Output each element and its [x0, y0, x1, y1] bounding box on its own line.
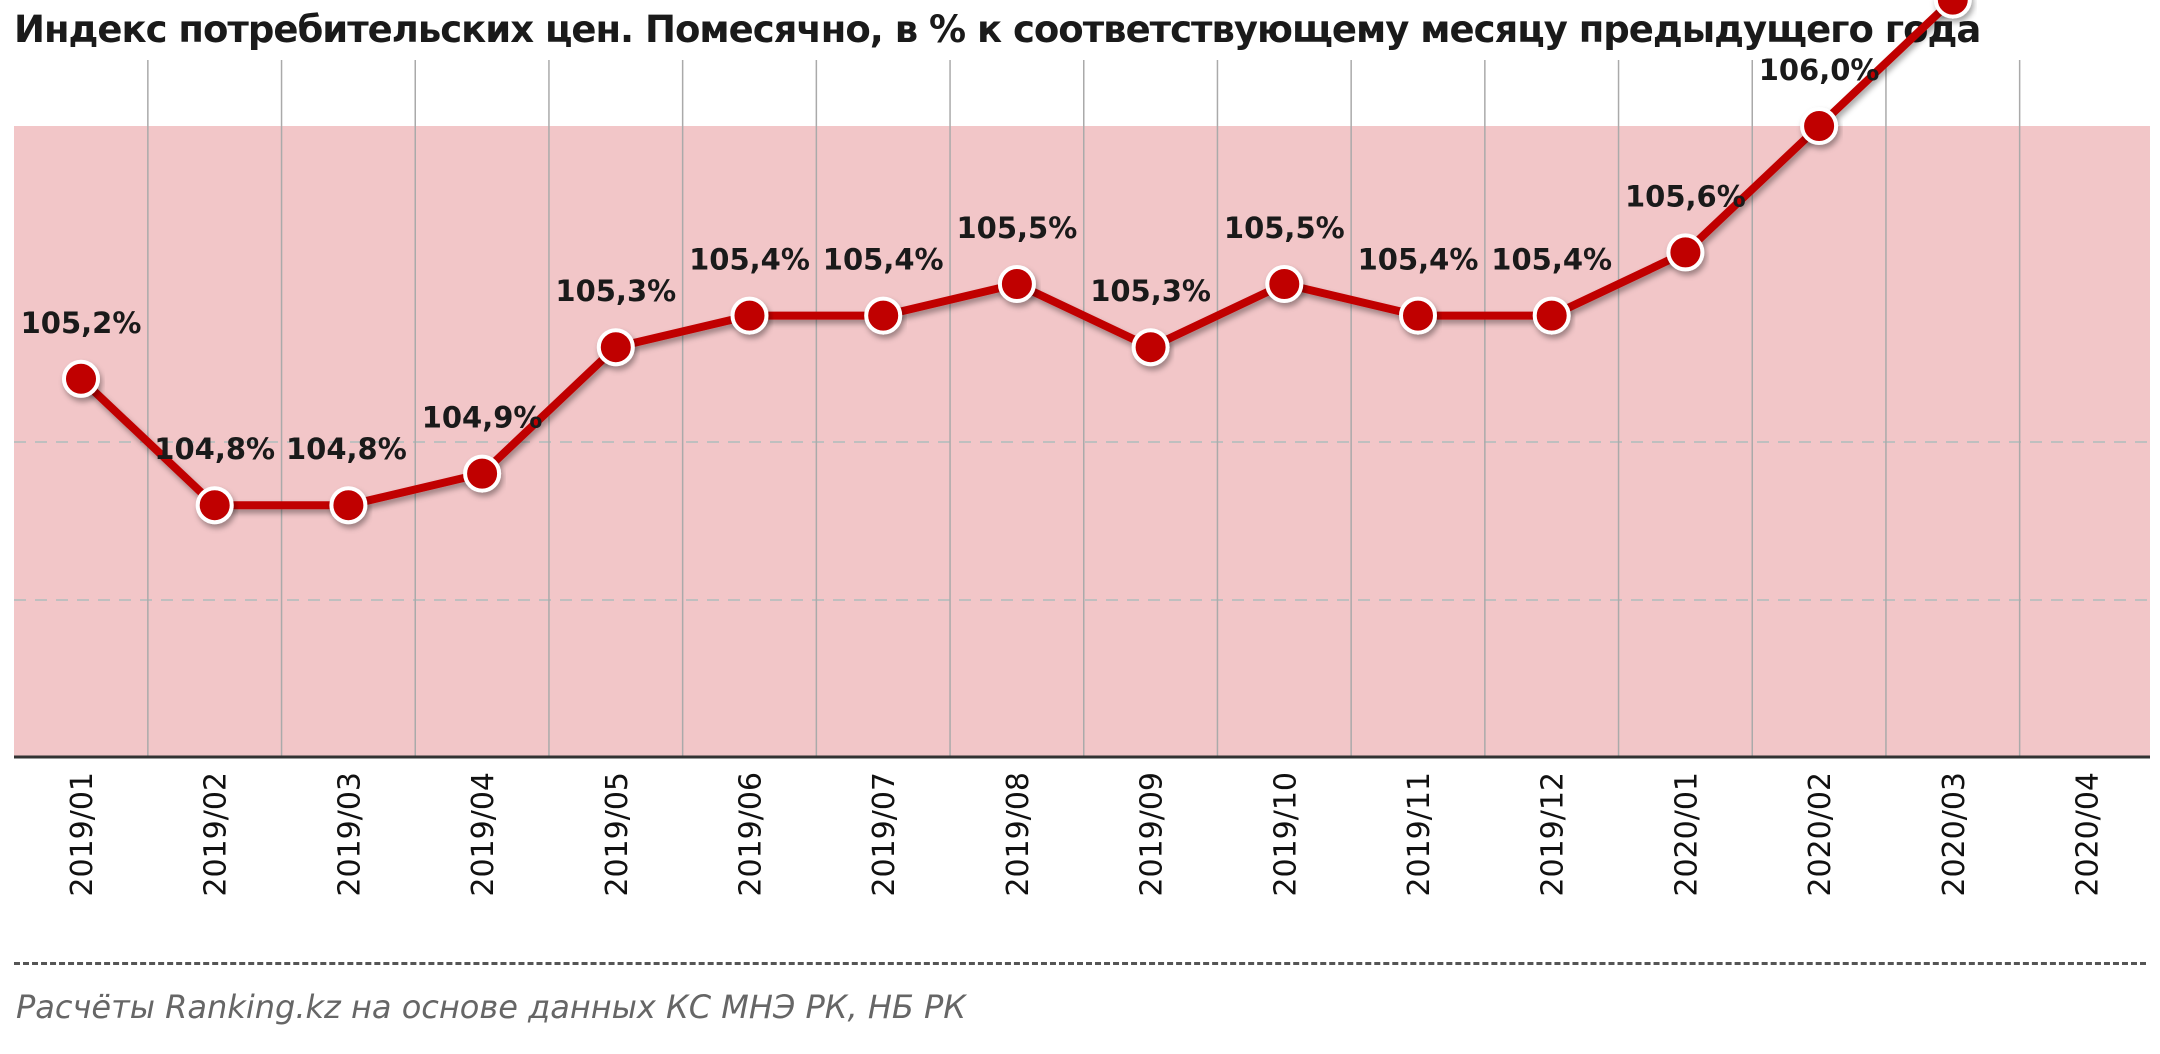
- data-label-2019-12: 105,4%: [1491, 243, 1612, 277]
- data-label-2019-02: 104,8%: [154, 432, 275, 466]
- data-label-2019-10: 105,5%: [1224, 211, 1345, 245]
- target-band-layer: [14, 126, 2150, 758]
- data-point-2019-07: [864, 296, 903, 335]
- data-label-2020-01: 105,6%: [1625, 179, 1746, 213]
- source-note: Расчёты Ranking.kz на основе данных КС М…: [16, 988, 967, 1026]
- data-point-2019-09: [1131, 328, 1170, 367]
- data-point-2020-03: [1933, 0, 1972, 19]
- data-point-2019-10: [1265, 265, 1304, 303]
- data-point-2020-02: [1800, 107, 1839, 145]
- data-point-2019-04: [463, 454, 502, 493]
- series-line-layer: [77, 0, 1959, 510]
- x-tick-label-2019-03: 2019/03: [332, 772, 367, 897]
- x-tick-label-2019-12: 2019/12: [1536, 772, 1571, 897]
- series-line: [77, 0, 1959, 510]
- x-tick-label-2020-03: 2020/03: [1937, 772, 1972, 897]
- target-band: [14, 126, 2150, 758]
- data-label-2019-03: 104,8%: [286, 432, 407, 466]
- data-point-2019-11: [1399, 296, 1437, 335]
- x-tick-label-2019-02: 2019/02: [199, 772, 234, 897]
- data-point-2019-06: [730, 296, 769, 335]
- data-label-2020-02: 106,0%: [1759, 53, 1880, 87]
- line-chart: 105,2% 104,8% 104,8% 104,9% 105,3% 105,4% 105,…: [14, 0, 2150, 897]
- x-tick-label-2020-02: 2020/02: [1803, 772, 1838, 897]
- data-point-2019-01: [62, 359, 100, 398]
- data-label-2019-06: 105,4%: [689, 243, 810, 277]
- x-tick-label-2019-07: 2019/07: [867, 772, 902, 897]
- x-tick-label-2019-10: 2019/10: [1268, 772, 1303, 897]
- x-tick-label-2020-01: 2020/01: [1669, 772, 1704, 897]
- x-tick-label-2019-05: 2019/05: [600, 772, 635, 897]
- data-point-2019-03: [329, 486, 368, 525]
- data-point-2019-05: [596, 328, 635, 367]
- data-label-2019-07: 105,4%: [823, 243, 944, 277]
- data-label-2019-05: 105,3%: [555, 274, 676, 308]
- footer-divider: [14, 962, 2146, 965]
- data-label-2019-01: 105,2%: [21, 306, 142, 340]
- data-point-2019-08: [997, 265, 1036, 303]
- data-point-2019-12: [1532, 296, 1571, 335]
- data-label-2019-09: 105,3%: [1090, 274, 1211, 308]
- data-label-2019-08: 105,5%: [957, 211, 1078, 245]
- chart-title: Индекс потребительских цен. Помесячно, в…: [14, 8, 1981, 51]
- x-axis-ticks-layer: 2019/01 2019/02 2019/03 2019/04 2019/05 2019/…: [65, 772, 2106, 897]
- data-point-2019-02: [195, 486, 234, 525]
- data-label-2019-04: 104,9%: [422, 401, 543, 435]
- x-tick-label-2019-06: 2019/06: [734, 772, 769, 897]
- x-tick-label-2019-11: 2019/11: [1402, 772, 1437, 897]
- x-tick-label-2019-08: 2019/08: [1001, 772, 1036, 897]
- data-label-2019-11: 105,4%: [1358, 243, 1479, 277]
- data-labels-layer: 105,2% 104,8% 104,8% 104,9% 105,3% 105,4% 105,…: [21, 53, 1880, 466]
- x-tick-label-2019-09: 2019/09: [1135, 772, 1170, 897]
- data-point-2020-01: [1666, 233, 1705, 272]
- x-tick-label-2019-01: 2019/01: [65, 772, 100, 897]
- x-tick-label-2019-04: 2019/04: [466, 772, 501, 897]
- data-points-layer: [62, 0, 1972, 525]
- gridlines-layer: [14, 60, 2150, 759]
- x-tick-label-2020-04: 2020/04: [2071, 772, 2106, 897]
